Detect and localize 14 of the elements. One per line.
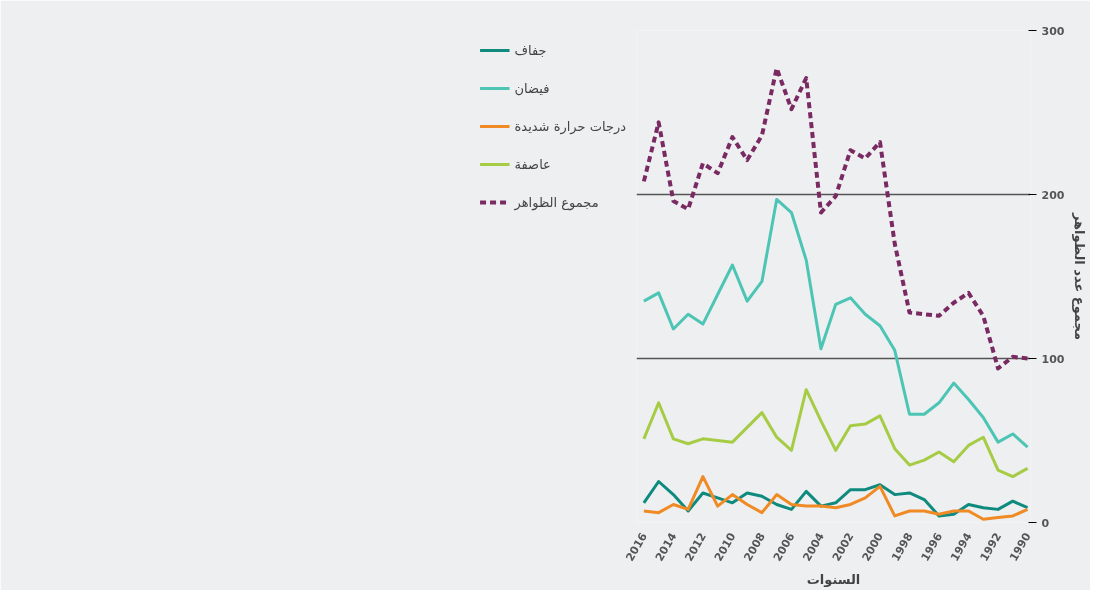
line-series xyxy=(641,66,1030,371)
legend-label: عاصفة xyxy=(514,156,551,172)
y-axis-title: مجموع عدد الظواهر xyxy=(1072,212,1088,341)
y-tick-label: 100 xyxy=(1041,352,1065,366)
y-tick-label: 0 xyxy=(1041,516,1050,530)
x-axis-title: السنوات xyxy=(806,572,861,588)
legend-label: جفاف xyxy=(514,42,547,58)
legend-label: مجموع الظواهر xyxy=(514,194,599,210)
legend-label: فيضان xyxy=(514,80,550,96)
legend-label: درجات حرارة شديدة xyxy=(514,118,626,134)
y-tick-label: 300 xyxy=(1041,24,1065,38)
y-tick-label: 200 xyxy=(1041,188,1065,202)
line-series xyxy=(642,197,1030,449)
line-series xyxy=(642,388,1030,479)
